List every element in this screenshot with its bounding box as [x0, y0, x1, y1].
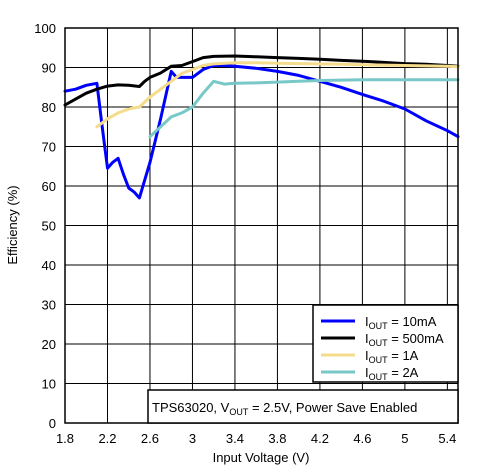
y-tick-label: 0	[49, 416, 56, 431]
legend-label-500mA: IOUT = 500mA	[365, 331, 444, 348]
x-tick-label: 5.4	[438, 431, 456, 446]
series-line-1A	[95, 61, 460, 129]
legend-box	[312, 304, 459, 383]
y-axis-label: Efficiency (%)	[5, 185, 20, 264]
annotation: TPS63020, VOUT = 2.5V, Power Save Enable…	[147, 389, 459, 424]
y-tick-label: 80	[42, 100, 56, 115]
y-tick-label: 70	[42, 140, 56, 155]
x-tick-label: 3.8	[268, 431, 286, 446]
y-tick-label: 40	[42, 258, 56, 273]
x-tick-label: 1.8	[56, 431, 74, 446]
legend-label-1A: IOUT = 1A	[365, 348, 419, 365]
y-tick-labels: 0 10 20 30 40 50 60 70 80 90 100	[34, 21, 56, 431]
x-tick-label: 2.6	[141, 431, 159, 446]
x-tick-label: 3	[189, 431, 196, 446]
y-tick-label: 100	[34, 21, 56, 36]
x-tick-label: 5	[401, 431, 408, 446]
x-tick-labels: 1.8 2.2 2.6 3 3.4 3.8 4.2 4.6 5 5.4	[56, 431, 456, 446]
series-line-500mA	[63, 54, 460, 107]
y-tick-label: 10	[42, 377, 56, 392]
legend-label-2A: IOUT = 2A	[365, 365, 419, 382]
y-tick-label: 60	[42, 179, 56, 194]
annotation-text: TPS63020, VOUT = 2.5V, Power Save Enable…	[152, 400, 417, 417]
annotation-box	[147, 389, 459, 424]
series-line-10mA	[63, 64, 460, 200]
x-tick-label: 2.2	[98, 431, 116, 446]
x-tick-label: 3.4	[226, 431, 244, 446]
series-line-2A	[148, 78, 460, 139]
y-tick-label: 20	[42, 337, 56, 352]
legend-label-10mA: IOUT = 10mA	[365, 314, 437, 331]
y-tick-label: 50	[42, 219, 56, 234]
x-tick-label: 4.6	[353, 431, 371, 446]
x-axis-label: Input Voltage (V)	[213, 450, 310, 465]
y-tick-label: 30	[42, 298, 56, 313]
x-tick-label: 4.2	[311, 431, 329, 446]
y-tick-label: 90	[42, 61, 56, 76]
series-lines	[63, 54, 460, 200]
